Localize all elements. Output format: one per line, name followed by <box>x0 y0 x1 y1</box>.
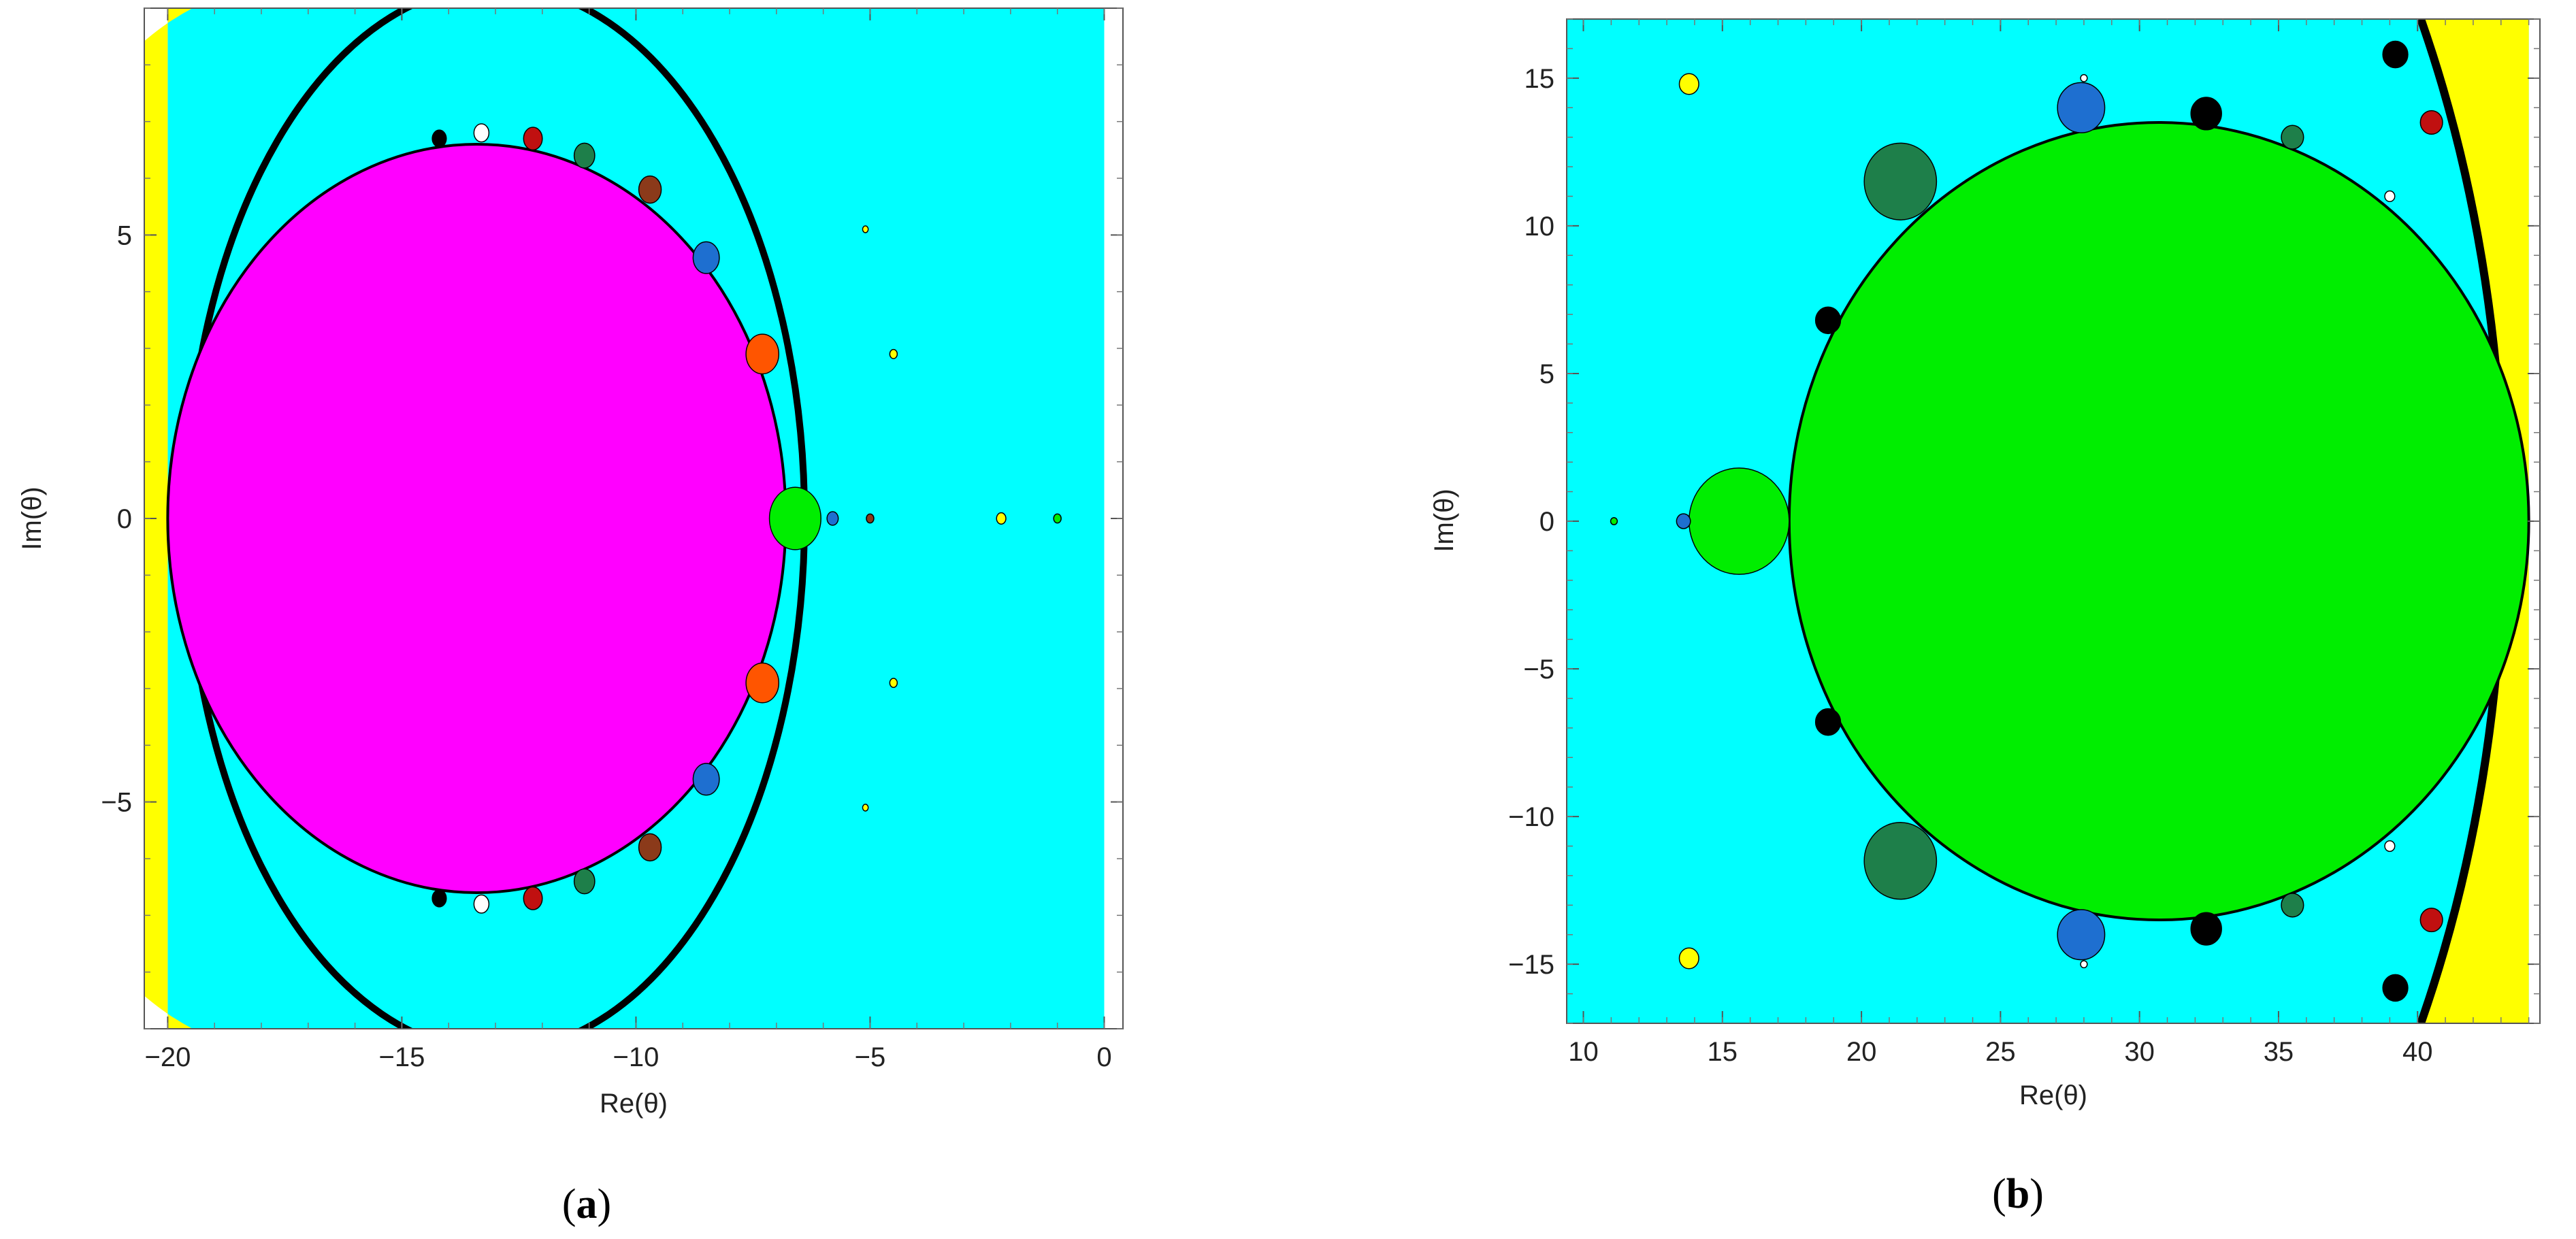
panel-b-y-tick-label: 0 <box>1539 507 1554 537</box>
panel-b-bulbs <box>1610 40 2443 1002</box>
panel-b-bulb-0 <box>1689 467 1790 575</box>
panel-b-x-tick-label: 30 <box>2124 1037 2155 1067</box>
panel-a-bulb-21 <box>862 225 869 233</box>
panel-b-bulb-17 <box>1678 73 1699 95</box>
panel-a-bulb-4 <box>692 763 720 796</box>
panel-b-bulb-13 <box>2419 110 2443 135</box>
panel-b-y-tick-label: 10 <box>1525 212 1555 242</box>
panel-a-bulb-18 <box>1053 513 1062 524</box>
panel-b-y-tick-label: −10 <box>1508 802 1554 832</box>
panel-a-label: (a) <box>562 1181 611 1227</box>
panel-a-letter: a <box>576 1181 598 1227</box>
panel-a-bulb-17 <box>996 512 1007 525</box>
panel-b-bulb-5 <box>2190 97 2222 131</box>
panel-b-x-tick-label: 10 <box>1568 1037 1599 1067</box>
panel-a-bulb-8 <box>573 868 596 895</box>
panel-b-letter: b <box>2006 1171 2029 1217</box>
panel-a-bulb-1 <box>745 333 780 375</box>
panel-b-y-axis-label: Im(θ) <box>1429 489 1459 552</box>
panel-b-bulb-4 <box>2057 909 2106 961</box>
panel-b-bulb-16 <box>1610 517 1618 525</box>
panel-b-bulb-3 <box>2057 82 2106 133</box>
panel-b-bulb-9 <box>1814 306 1842 335</box>
panel-a-bulb-20 <box>889 678 898 689</box>
panel-a-x-tick-label: −10 <box>613 1042 659 1072</box>
panel-b-exterior-region <box>2421 19 2529 1023</box>
panel-a-bulb-7 <box>573 142 596 169</box>
panel-a-x-axis-label: Re(θ) <box>600 1089 668 1119</box>
panel-b-bulb-14 <box>2419 907 2443 933</box>
panel-a-bulb-13 <box>431 129 447 148</box>
panel-b-y-tick-label: −15 <box>1508 950 1554 980</box>
panel-b-regions <box>1787 19 2540 1023</box>
panel-b: 10 15 20 25 30 35 40 −15 −10 −5 0 5 10 15 Re(θ) Im(θ… <box>1429 18 2541 1217</box>
panel-b-main-body <box>1787 120 2530 922</box>
panel-a-bulb-19 <box>889 348 898 359</box>
panel-b-x-tick-label: 35 <box>2264 1037 2294 1067</box>
panel-b-x-tick-label: 15 <box>1708 1037 1738 1067</box>
panel-b-bulb-12 <box>2382 974 2409 1002</box>
panel-b-bulb-2 <box>1863 822 1938 900</box>
panel-b-bulb-8 <box>2281 893 2304 918</box>
panel-b-bulb-6 <box>2190 912 2222 946</box>
panel-a-x-tick-label: 0 <box>1096 1042 1111 1072</box>
panel-a-exterior-region <box>144 8 193 1029</box>
panel-a-bulb-22 <box>862 804 869 812</box>
panel-a-bulb-0 <box>768 486 821 550</box>
panel-b-bulb-15 <box>1676 513 1691 529</box>
panel-b-x-axis-label: Re(θ) <box>2019 1080 2087 1110</box>
panel-b-plot <box>1567 19 2540 1023</box>
panel-b-bulb-19 <box>2384 190 2396 203</box>
panel-a-plot <box>144 8 1123 1029</box>
panel-a-bulb-6 <box>638 833 662 862</box>
panel-b-bulb-22 <box>2080 960 2088 969</box>
panel-a-x-tick-label: −5 <box>855 1042 886 1072</box>
panel-a-bulbs <box>431 123 1062 914</box>
panel-a-y-tick-label: −5 <box>101 788 132 818</box>
panel-a-bulb-12 <box>473 894 490 914</box>
panel-b-bulb-21 <box>2080 73 2088 82</box>
panel-a-bulb-16 <box>866 513 875 524</box>
panel-b-x-axis: 10 15 20 25 30 35 40 <box>1568 19 2530 1067</box>
panel-a-bulb-5 <box>638 175 662 204</box>
panel-b-bulb-11 <box>2382 40 2409 69</box>
panel-a-y-axis: −5 0 5 <box>101 7 1123 1029</box>
panel-a: −20 −15 −10 −5 0 −5 0 5 Re(θ) Im(θ) (a) <box>17 7 1124 1227</box>
panel-a-x-axis: −20 −15 −10 −5 0 <box>144 8 1112 1072</box>
panel-b-y-tick-label: 5 <box>1539 359 1554 389</box>
panel-b-x-tick-label: 20 <box>1846 1037 1877 1067</box>
panel-a-bulb-11 <box>473 123 490 143</box>
panel-a-bulb-2 <box>745 662 780 704</box>
panel-b-bulb-18 <box>1678 947 1699 970</box>
panel-b-y-tick-label: 15 <box>1525 64 1555 94</box>
panel-a-y-tick-label: 5 <box>117 220 132 250</box>
panel-a-bulb-9 <box>523 127 543 151</box>
panel-a-bulb-10 <box>523 886 543 910</box>
panel-a-y-axis-label: Im(θ) <box>17 486 47 550</box>
panel-b-bulb-10 <box>1814 708 1842 736</box>
panel-a-y-tick-label: 0 <box>117 504 132 534</box>
panel-a-bulb-3 <box>692 241 720 274</box>
panel-a-bulb-14 <box>431 889 447 908</box>
panel-a-x-tick-label: −20 <box>144 1042 191 1072</box>
panel-b-bulb-1 <box>1863 142 1938 220</box>
panel-b-bulb-20 <box>2384 840 2396 853</box>
panel-b-y-tick-label: −5 <box>1523 655 1554 684</box>
panel-b-x-tick-label: 25 <box>1985 1037 2016 1067</box>
panel-b-x-tick-label: 40 <box>2402 1037 2433 1067</box>
panel-b-bulb-7 <box>2281 125 2304 150</box>
panel-a-bulb-15 <box>826 511 839 526</box>
panel-b-y-axis: −15 −10 −5 0 5 10 15 <box>1508 18 2540 1024</box>
panel-b-label: (b) <box>1992 1171 2044 1217</box>
panel-a-x-tick-label: −15 <box>378 1042 425 1072</box>
